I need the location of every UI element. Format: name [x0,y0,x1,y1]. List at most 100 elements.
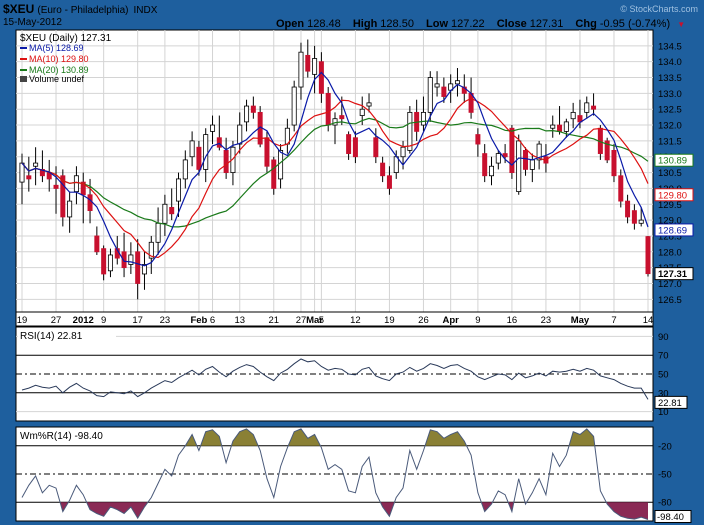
candle [618,169,624,208]
candle-body-down [523,150,529,170]
candle-body-down [39,169,45,177]
candle [237,112,243,154]
candle [305,39,311,78]
rsi-y-tick: 10 [658,407,669,418]
candle-body-down [53,184,59,189]
candle-body-down [509,127,515,173]
candle-body-down [87,194,93,212]
x-tick-label: 14 [643,315,654,326]
candle [373,128,379,164]
candle-body-up [175,178,181,202]
x-tick-label: 5 [319,315,324,326]
x-tick-label: 9 [475,315,480,326]
candle-body-up [427,77,433,113]
ma5-line [21,71,649,267]
price-label-box [654,223,694,237]
legend-ma10: MA(10) 129.80 [29,54,89,64]
candle [298,42,304,100]
candle [352,131,358,164]
candle [339,96,345,126]
candle-body-up [33,162,39,167]
price-label: 128.69 [654,223,694,237]
candle-body-up [563,121,569,132]
x-axis-strip [15,311,654,327]
candle [516,134,522,195]
candle [550,115,556,138]
price-y-axis: 126.5127.0127.5128.0128.5129.0129.5130.0… [658,41,682,305]
x-tick-label: Mar [306,315,323,326]
candle-body-up [332,118,338,126]
candle [271,156,277,195]
wr-y-tick: -20 [658,441,672,452]
candle-body-down [604,140,610,161]
candle-body-down [373,137,379,158]
price-label-box [654,188,694,202]
x-tick-label: 12 [350,315,361,326]
candle-body-up [393,156,399,173]
wr-y-axis: -80 -50 -20 -98.40 [654,441,692,523]
candle [427,71,433,122]
candle-body-up [536,143,542,161]
wr-oversold-fill [86,502,148,519]
symbol-title: $XEU (Euro - Philadelphia) INDX [3,2,158,16]
chart-date: 15-May-2012 [3,17,62,28]
price-y-tick: 129.5 [658,200,682,211]
rsi-y-tick: 70 [658,351,669,362]
price-label-text: 130.89 [658,156,687,167]
x-tick-label: 27 [296,315,307,326]
candle [638,207,644,227]
candle [291,80,297,132]
x-tick-label: 17 [132,315,143,326]
candle [189,131,195,167]
candle-body-down [645,236,651,275]
candle-body-down [618,175,624,202]
candle [162,194,168,236]
candle-body-down [482,153,488,177]
wr-overbought-fill [185,434,197,446]
candle [563,118,569,138]
candle-body-down [271,159,277,189]
candle-body-up [244,105,250,123]
candle-body-down [216,137,222,148]
x-tick-label: 27 [51,315,62,326]
candle [141,251,147,290]
candle-body-up [298,51,304,88]
price-label-box [654,153,694,167]
candle-body-down [305,54,311,72]
candle-body-down [101,248,107,275]
x-tick-label: 13 [234,315,245,326]
candle [230,140,236,186]
candle-body-up [203,134,209,170]
candle-body-down [475,134,481,145]
candle-body-up [454,80,460,85]
wr-label-bg [18,429,140,441]
candle-body-down [60,175,66,218]
candle-body-up [189,140,195,158]
x-tick-label: 23 [160,315,171,326]
wr-overbought-fill [288,428,321,446]
candle [346,131,352,160]
candle [107,248,113,278]
wr-y-tick: -80 [658,498,672,509]
price-y-tick: 134.5 [658,41,682,52]
candle-body-up [359,108,365,116]
candle-body-down [441,86,447,97]
ma10-line [21,97,649,259]
candle [94,226,100,255]
candle-body-down [121,251,127,269]
candle [101,245,107,281]
x-tick-label: 19 [384,315,395,326]
candle-body-down [196,146,202,170]
candle [523,147,529,176]
x-tick-label: May [571,315,590,326]
rsi-label-bg [18,329,116,341]
candle-body-down [94,235,100,253]
price-y-tick: 129.0 [658,216,682,227]
candle [135,239,141,300]
price-label: 130.89 [654,153,694,167]
candle [210,115,216,145]
candle [386,166,392,195]
candle [39,150,45,183]
rsi-label: RSI(14) 22.81 [20,331,83,342]
price-label: 129.80 [654,188,694,202]
